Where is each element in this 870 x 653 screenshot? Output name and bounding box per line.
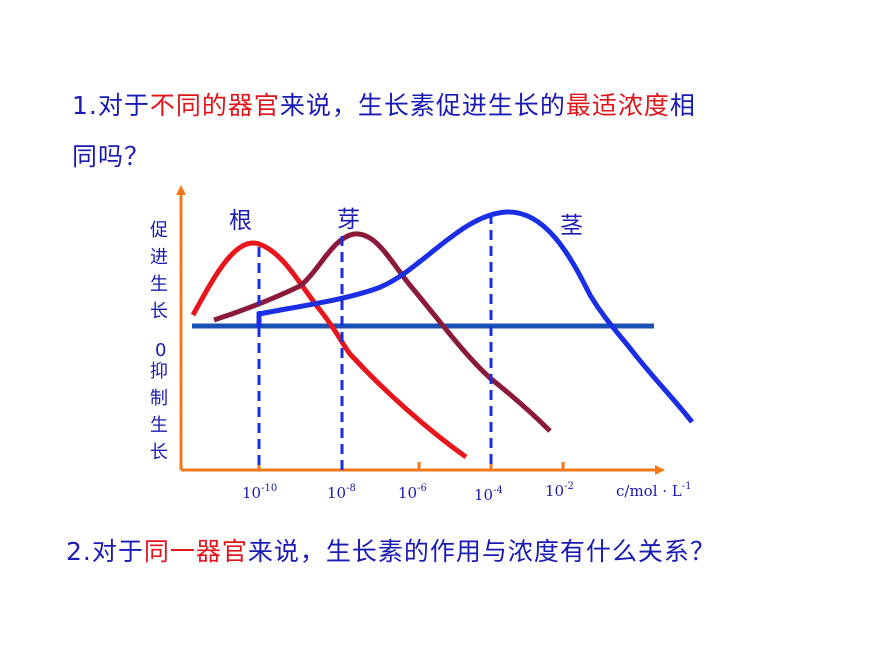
- y-upper-char: 促: [150, 220, 168, 241]
- q1-seg-4: 相: [669, 91, 696, 120]
- x-tick-label: 10-8: [327, 483, 356, 502]
- root-curve: [190, 240, 468, 460]
- bud-label: 芽: [337, 207, 360, 233]
- q2-seg-0: 2.对于: [66, 537, 144, 566]
- y-lower-char: 抑: [150, 361, 168, 382]
- bud-curve: [213, 231, 552, 433]
- q1-seg-2: 来说，生长素促进生长的: [279, 91, 566, 120]
- x-tick-label: 10-6: [398, 483, 427, 502]
- stem-label: 茎: [560, 213, 583, 239]
- y-lower-char: 长: [150, 442, 168, 463]
- q1-seg-0: 1.对于: [72, 91, 150, 120]
- x-tick-label: 10-2: [545, 481, 574, 500]
- y-lower-char: 生: [150, 415, 168, 436]
- y-upper-char: 长: [150, 301, 168, 322]
- q1-seg-3: 最适浓度: [565, 91, 670, 120]
- zero-label: 0: [155, 340, 166, 361]
- q2-seg-2: 来说，生长素的作用与浓度有什么关系？: [247, 537, 716, 566]
- question-2: 2.对于同一器官来说，生长素的作用与浓度有什么关系？: [66, 532, 716, 568]
- stem-curve: [256, 209, 694, 424]
- q2-seg-1: 同一器官: [143, 537, 248, 566]
- question-1-line-2: 同吗？: [72, 142, 151, 171]
- x-tick-label: 10-10: [242, 483, 277, 502]
- y-upper-char: 生: [150, 274, 168, 295]
- x-unit-label: c/mol · L-1: [616, 481, 692, 500]
- root-label: 根: [229, 208, 252, 234]
- q1-seg-1: 不同的器官: [149, 91, 280, 120]
- y-lower-char: 制: [150, 388, 168, 409]
- x-tick-label: 10-4: [474, 485, 503, 504]
- y-upper-char: 进: [150, 247, 168, 268]
- question-1-line-1: 1.对于不同的器官来说，生长素促进生长的最适浓度相: [72, 86, 696, 122]
